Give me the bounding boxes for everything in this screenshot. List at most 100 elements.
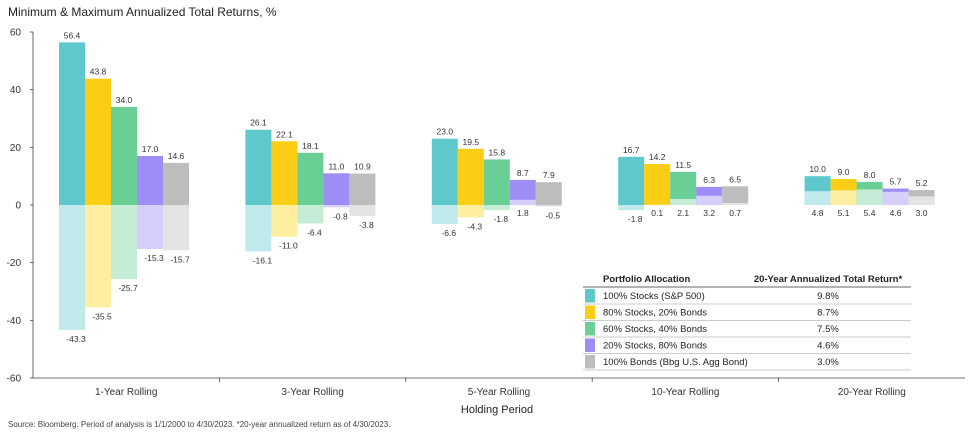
data-label-min: 0.1 bbox=[651, 208, 663, 218]
legend-swatch bbox=[585, 355, 595, 369]
data-label-max: 14.2 bbox=[649, 152, 666, 162]
label-layer: 56.4 -43.3 43.8 -35.5 34.0 -25.7 17.0 -15.3 14.6… bbox=[64, 30, 928, 343]
data-label-min: -4.3 bbox=[467, 221, 482, 231]
data-label-min: 2.1 bbox=[677, 208, 689, 218]
data-label-max: 17.0 bbox=[142, 144, 159, 154]
bar-max bbox=[483, 159, 510, 205]
bar-min bbox=[722, 202, 749, 205]
data-label-min: -6.4 bbox=[307, 227, 322, 237]
legend-table: Portfolio Allocation 20-Year Annualized T… bbox=[583, 271, 911, 371]
legend-swatch bbox=[585, 289, 595, 303]
data-label-max: 22.1 bbox=[276, 129, 293, 139]
bar-max bbox=[137, 155, 163, 205]
bar-max bbox=[245, 129, 272, 205]
data-label-max: 11.0 bbox=[328, 161, 344, 171]
legend-background bbox=[583, 271, 911, 366]
bar-min bbox=[431, 205, 458, 225]
data-label-min: -11.0 bbox=[279, 241, 298, 251]
data-label-max: 8.0 bbox=[864, 170, 876, 180]
data-label-min: 0.7 bbox=[729, 208, 741, 218]
data-label-max: 19.5 bbox=[463, 137, 480, 147]
legend-return-value: 8.7% bbox=[817, 308, 839, 319]
data-label-max: 11.5 bbox=[675, 160, 691, 170]
bar-min bbox=[59, 205, 85, 330]
bar-max bbox=[163, 162, 189, 205]
bar-layer bbox=[59, 42, 935, 330]
bar-max bbox=[618, 156, 645, 205]
bar-max bbox=[85, 78, 111, 205]
legend-return-value: 7.5% bbox=[817, 324, 839, 335]
data-label-min: -15.7 bbox=[170, 254, 190, 264]
chart-title: Minimum & Maximum Annualized Total Retur… bbox=[8, 5, 277, 19]
data-label-min: -3.8 bbox=[359, 220, 374, 230]
data-label-max: 56.4 bbox=[64, 30, 81, 40]
data-label-max: 8.7 bbox=[517, 168, 529, 178]
x-category-label: 3-Year Rolling bbox=[281, 387, 343, 398]
data-label-min: -1.8 bbox=[628, 214, 643, 224]
y-tick-label: 60 bbox=[10, 28, 22, 39]
data-label-min: -25.7 bbox=[118, 283, 138, 293]
data-label-max: 7.9 bbox=[543, 170, 555, 180]
y-tick-label: -20 bbox=[7, 258, 22, 269]
data-label-max: 43.8 bbox=[90, 67, 107, 77]
bar-min bbox=[618, 205, 645, 211]
bar-min bbox=[137, 205, 163, 250]
data-label-min: 4.6 bbox=[890, 208, 902, 218]
bar-min bbox=[535, 205, 562, 207]
y-tick-label: 40 bbox=[10, 85, 22, 96]
axis-layer: -60 -40 -20 0 20 40 60 1-Year Rolling 3-Year Rol… bbox=[7, 28, 965, 416]
legend-swatch bbox=[585, 338, 595, 352]
data-label-max: 18.1 bbox=[302, 141, 319, 151]
data-label-min: 1.8 bbox=[517, 208, 529, 218]
bar-min bbox=[85, 205, 111, 308]
data-label-min: -16.1 bbox=[253, 255, 273, 265]
data-label-min: 4.8 bbox=[812, 208, 824, 218]
bar-min bbox=[830, 190, 857, 205]
bar-max bbox=[644, 164, 671, 205]
x-category-label: 10-Year Rolling bbox=[651, 387, 719, 398]
x-category-label: 5-Year Rolling bbox=[468, 387, 530, 398]
data-label-max: 14.6 bbox=[168, 151, 185, 161]
data-label-max: 9.0 bbox=[838, 167, 850, 177]
bar-max bbox=[535, 182, 562, 205]
bar-max bbox=[111, 106, 137, 205]
data-label-min: -43.3 bbox=[66, 334, 86, 344]
bar-max bbox=[457, 148, 484, 205]
legend-swatch bbox=[585, 322, 595, 336]
bar-max bbox=[271, 141, 298, 205]
data-label-min: -35.5 bbox=[92, 311, 112, 321]
bar-min bbox=[882, 191, 909, 205]
bar-min bbox=[323, 205, 350, 208]
bar-max bbox=[323, 173, 350, 205]
bar-min bbox=[908, 196, 935, 205]
data-label-max: 5.2 bbox=[916, 178, 928, 188]
bar-min bbox=[271, 205, 298, 237]
bar-min bbox=[509, 199, 536, 205]
data-label-max: 15.8 bbox=[489, 147, 506, 157]
data-label-min: 5.1 bbox=[838, 208, 850, 218]
data-label-max: 16.7 bbox=[623, 145, 640, 155]
legend-series-name: 100% Stocks (S&P 500) bbox=[603, 291, 705, 302]
y-tick-label: 0 bbox=[15, 201, 21, 212]
x-category-label: 20-Year Rolling bbox=[838, 387, 906, 398]
bar-max bbox=[349, 173, 376, 205]
legend-return-value: 3.0% bbox=[817, 357, 839, 368]
data-label-max: 5.7 bbox=[890, 177, 902, 187]
data-label-max: 10.9 bbox=[354, 162, 371, 172]
data-label-min: -0.8 bbox=[333, 211, 348, 221]
bar-min bbox=[349, 205, 376, 216]
bar-min bbox=[483, 205, 510, 211]
legend-series-name: 80% Stocks, 20% Bonds bbox=[603, 308, 707, 319]
legend-header-right: 20-Year Annualized Total Return* bbox=[754, 274, 903, 285]
bar-max bbox=[297, 152, 324, 205]
data-label-max: 34.0 bbox=[116, 95, 133, 105]
data-label-min: 5.4 bbox=[864, 208, 876, 218]
data-label-max: 6.5 bbox=[729, 174, 741, 184]
legend-series-name: 20% Stocks, 80% Bonds bbox=[603, 341, 707, 352]
bar-min bbox=[297, 205, 324, 224]
bar-min bbox=[245, 205, 272, 252]
bar-max bbox=[431, 138, 458, 205]
bar-max bbox=[59, 42, 85, 205]
x-axis-title: Holding Period bbox=[461, 404, 533, 416]
